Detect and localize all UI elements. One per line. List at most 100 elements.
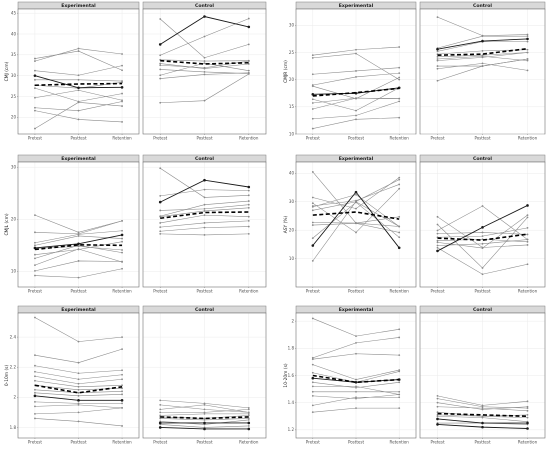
subject-point [34, 375, 36, 378]
y-tick-label: 20 [289, 227, 295, 232]
subject-point [481, 56, 484, 59]
highlight-point [311, 244, 315, 247]
subject-point [203, 419, 206, 421]
subject-point [526, 407, 529, 410]
subject-point [398, 328, 401, 331]
x-tick-label: Retention [239, 440, 259, 445]
subject-point [77, 50, 80, 52]
subject-point [121, 237, 123, 240]
highlight-point [397, 246, 401, 250]
subject-point [311, 73, 314, 76]
subject-point [247, 408, 250, 411]
subject-point [526, 216, 529, 219]
x-tick-label: Pretest [28, 440, 42, 445]
subject-point [34, 269, 36, 272]
subject-point [398, 116, 401, 119]
subject-point [34, 316, 36, 319]
x-tick-label: Posttest [196, 289, 212, 294]
subject-point [247, 414, 250, 417]
x-tick-label: Retention [518, 136, 538, 141]
facet-experimental: Experimental Pretest Posttest Retention [295, 305, 417, 445]
subject-point [311, 411, 314, 414]
subject-point [247, 413, 250, 415]
subject-point [436, 397, 439, 400]
facet-control: Control Pretest Posttest Retention [142, 1, 267, 141]
chart-block-1: CMJ (cm) 20 25 30 35 40 45 Experimental Pretest P… [4, 1, 267, 141]
subject-point [526, 214, 529, 217]
subject-point [398, 178, 401, 181]
subject-point [159, 68, 162, 71]
subject-point [436, 415, 439, 418]
subject-point [121, 384, 123, 387]
subject-point [121, 390, 123, 393]
subject-point [481, 267, 484, 269]
y-tick-label: 2.2 [10, 365, 17, 370]
subject-point [355, 341, 357, 344]
subject-point [311, 127, 314, 130]
subject-point [34, 57, 36, 60]
facet-experimental: Experimental Pretest Posttest Retention [295, 154, 417, 294]
subject-point [398, 66, 401, 69]
subject-point [203, 417, 206, 420]
facet-experimental: Experimental Pretest Posttest Retention [17, 305, 140, 445]
subject-point [247, 219, 250, 222]
subject-point [311, 205, 314, 208]
subject-point [436, 394, 439, 397]
subject-point [436, 411, 439, 414]
subject-point [436, 229, 439, 232]
subject-point [436, 232, 439, 235]
subject-point [398, 78, 401, 81]
highlight-point [120, 86, 124, 89]
subject-point [526, 263, 529, 266]
subject-point [355, 352, 357, 355]
subject-point [34, 413, 36, 415]
subject-point [159, 417, 162, 420]
highlight-point [33, 74, 37, 77]
y-tick-label: 40 [11, 31, 17, 36]
chart-block-4: ASY (%) 10 20 30 40 Experimental Pretest Postte… [283, 154, 546, 294]
x-tick-label: Pretest [153, 289, 167, 294]
subject-point [121, 100, 123, 103]
y-tick-label: 30 [11, 165, 17, 170]
x-tick-label: Pretest [306, 440, 320, 445]
y-axis-title: CMJ (cm) [4, 61, 10, 81]
highlight-point [481, 226, 484, 229]
subject-point [203, 60, 206, 62]
subject-point [121, 393, 123, 396]
subject-point [159, 18, 162, 20]
subject-point [121, 251, 123, 254]
x-tick-label: Retention [112, 136, 132, 141]
highlight-point [77, 86, 80, 90]
subject-point [526, 416, 529, 419]
subject-point [77, 74, 80, 77]
facet-control: Control Pretest Posttest Retention [142, 154, 267, 294]
highlight-point [120, 399, 124, 402]
subject-point [436, 239, 439, 242]
facet-strip-label: Experimental [339, 307, 374, 313]
subject-point [121, 406, 123, 409]
subject-point [355, 397, 357, 400]
subject-point [247, 60, 250, 62]
highlight-point [120, 233, 124, 237]
subject-point [34, 391, 36, 394]
subject-point [121, 69, 123, 72]
subject-point [526, 33, 529, 36]
subject-point [311, 371, 314, 374]
x-tick-label: Posttest [70, 136, 86, 141]
y-tick-label: 1.2 [288, 427, 295, 432]
subject-point [526, 59, 529, 62]
subject-point [203, 62, 206, 65]
subject-point [311, 259, 314, 262]
x-tick-label: Retention [390, 289, 410, 294]
subject-point [247, 17, 250, 20]
subject-point [121, 99, 123, 102]
subject-point [203, 222, 206, 224]
subject-point [355, 97, 357, 100]
subject-point [311, 394, 314, 397]
subject-point [203, 35, 206, 38]
subject-point [159, 222, 162, 224]
subject-point [526, 35, 529, 38]
subject-point [311, 358, 314, 361]
subject-point [247, 417, 250, 420]
mean-line [34, 82, 123, 87]
